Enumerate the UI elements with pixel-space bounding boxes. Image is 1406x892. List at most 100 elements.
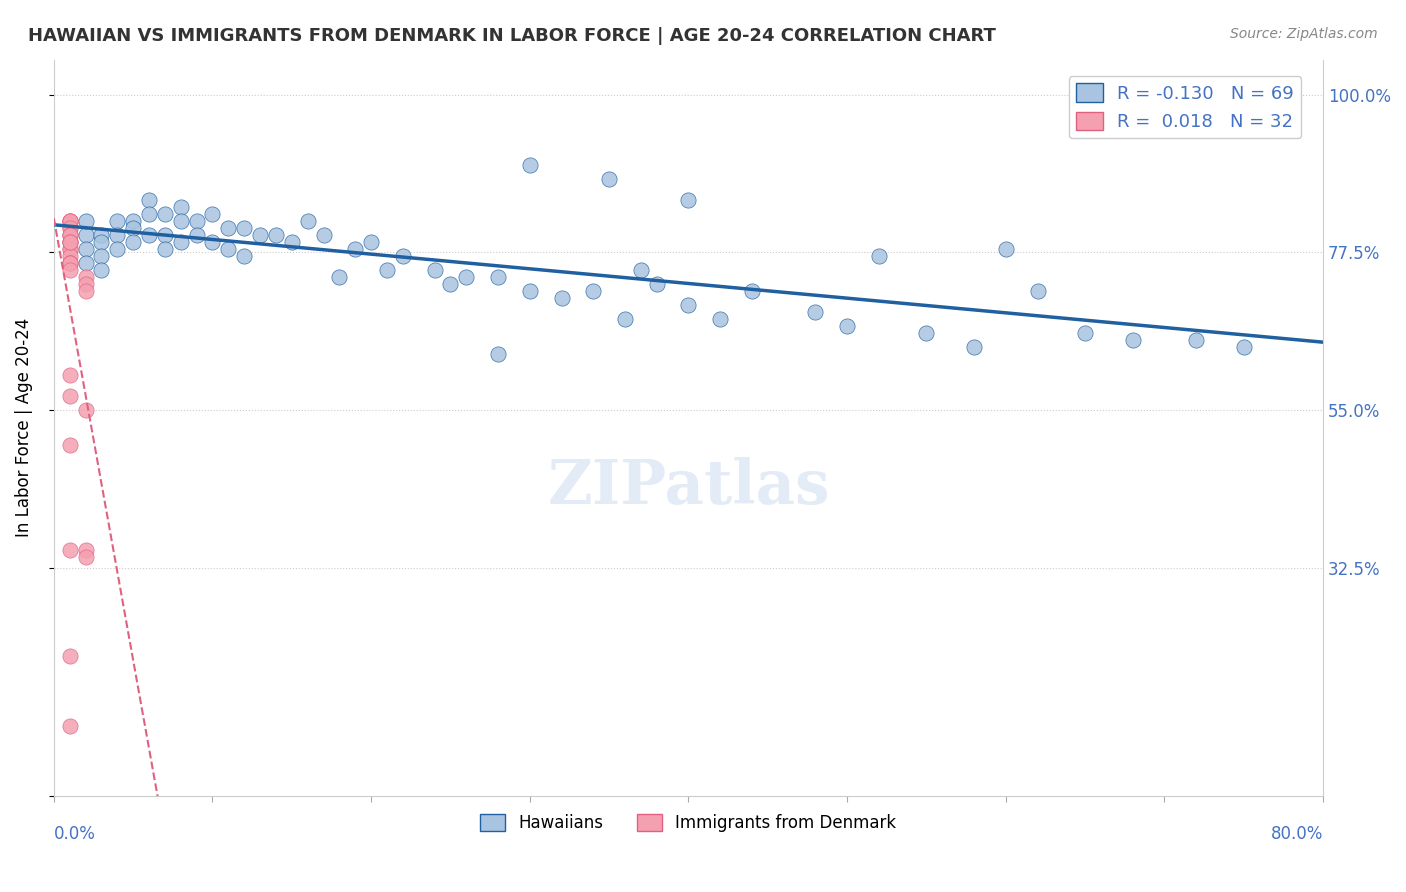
Point bbox=[59, 227, 82, 242]
Point bbox=[138, 227, 160, 242]
Point bbox=[486, 270, 509, 285]
Point bbox=[59, 256, 82, 270]
Point bbox=[217, 242, 239, 256]
Point bbox=[59, 263, 82, 277]
Point bbox=[138, 207, 160, 221]
Point bbox=[486, 347, 509, 361]
Point bbox=[59, 256, 82, 270]
Point bbox=[360, 235, 382, 249]
Point bbox=[59, 543, 82, 558]
Point bbox=[1026, 284, 1049, 298]
Point bbox=[59, 227, 82, 242]
Point bbox=[59, 214, 82, 228]
Point bbox=[59, 220, 82, 235]
Point bbox=[75, 403, 97, 417]
Point bbox=[153, 207, 176, 221]
Text: ZIPatlas: ZIPatlas bbox=[547, 457, 830, 516]
Point bbox=[59, 220, 82, 235]
Legend: Hawaiians, Immigrants from Denmark: Hawaiians, Immigrants from Denmark bbox=[474, 807, 903, 839]
Point bbox=[90, 263, 112, 277]
Point bbox=[59, 438, 82, 452]
Point bbox=[312, 227, 335, 242]
Point bbox=[344, 242, 367, 256]
Point bbox=[709, 312, 731, 326]
Point bbox=[90, 235, 112, 249]
Point bbox=[59, 214, 82, 228]
Point bbox=[138, 193, 160, 207]
Point bbox=[741, 284, 763, 298]
Point bbox=[153, 242, 176, 256]
Point bbox=[122, 235, 145, 249]
Point bbox=[170, 214, 193, 228]
Point bbox=[75, 227, 97, 242]
Point bbox=[297, 214, 319, 228]
Point bbox=[423, 263, 446, 277]
Point bbox=[75, 270, 97, 285]
Point bbox=[59, 235, 82, 249]
Point bbox=[630, 263, 652, 277]
Point bbox=[59, 719, 82, 733]
Text: 0.0%: 0.0% bbox=[53, 825, 96, 843]
Point bbox=[75, 550, 97, 565]
Point bbox=[837, 319, 859, 334]
Point bbox=[582, 284, 605, 298]
Point bbox=[264, 227, 287, 242]
Point bbox=[59, 227, 82, 242]
Point bbox=[201, 207, 224, 221]
Point bbox=[519, 284, 541, 298]
Point bbox=[59, 648, 82, 663]
Point bbox=[59, 235, 82, 249]
Point bbox=[328, 270, 350, 285]
Point bbox=[963, 340, 986, 354]
Point bbox=[1185, 333, 1208, 347]
Point bbox=[994, 242, 1017, 256]
Point bbox=[75, 284, 97, 298]
Point bbox=[59, 389, 82, 403]
Point bbox=[550, 291, 572, 305]
Point bbox=[75, 256, 97, 270]
Y-axis label: In Labor Force | Age 20-24: In Labor Force | Age 20-24 bbox=[15, 318, 32, 537]
Point bbox=[59, 235, 82, 249]
Point bbox=[249, 227, 271, 242]
Point bbox=[170, 200, 193, 214]
Point bbox=[1233, 340, 1256, 354]
Point bbox=[75, 543, 97, 558]
Point bbox=[59, 214, 82, 228]
Point bbox=[1074, 326, 1097, 340]
Point bbox=[59, 235, 82, 249]
Point bbox=[233, 249, 256, 263]
Point bbox=[375, 263, 398, 277]
Point bbox=[201, 235, 224, 249]
Point bbox=[678, 298, 700, 312]
Point bbox=[186, 214, 208, 228]
Point bbox=[59, 242, 82, 256]
Text: HAWAIIAN VS IMMIGRANTS FROM DENMARK IN LABOR FORCE | AGE 20-24 CORRELATION CHART: HAWAIIAN VS IMMIGRANTS FROM DENMARK IN L… bbox=[28, 27, 995, 45]
Point bbox=[59, 256, 82, 270]
Point bbox=[105, 242, 128, 256]
Point bbox=[90, 227, 112, 242]
Point bbox=[519, 158, 541, 172]
Point bbox=[105, 227, 128, 242]
Point bbox=[233, 220, 256, 235]
Point bbox=[281, 235, 304, 249]
Point bbox=[105, 214, 128, 228]
Point bbox=[868, 249, 890, 263]
Point bbox=[439, 277, 461, 291]
Point bbox=[122, 214, 145, 228]
Point bbox=[217, 220, 239, 235]
Point bbox=[186, 227, 208, 242]
Point bbox=[614, 312, 637, 326]
Point bbox=[170, 235, 193, 249]
Point bbox=[915, 326, 938, 340]
Point bbox=[59, 242, 82, 256]
Point bbox=[90, 249, 112, 263]
Point bbox=[59, 368, 82, 383]
Text: 80.0%: 80.0% bbox=[1271, 825, 1323, 843]
Text: Source: ZipAtlas.com: Source: ZipAtlas.com bbox=[1230, 27, 1378, 41]
Point bbox=[59, 214, 82, 228]
Point bbox=[804, 305, 827, 319]
Point bbox=[75, 277, 97, 291]
Point bbox=[678, 193, 700, 207]
Point bbox=[645, 277, 668, 291]
Point bbox=[59, 249, 82, 263]
